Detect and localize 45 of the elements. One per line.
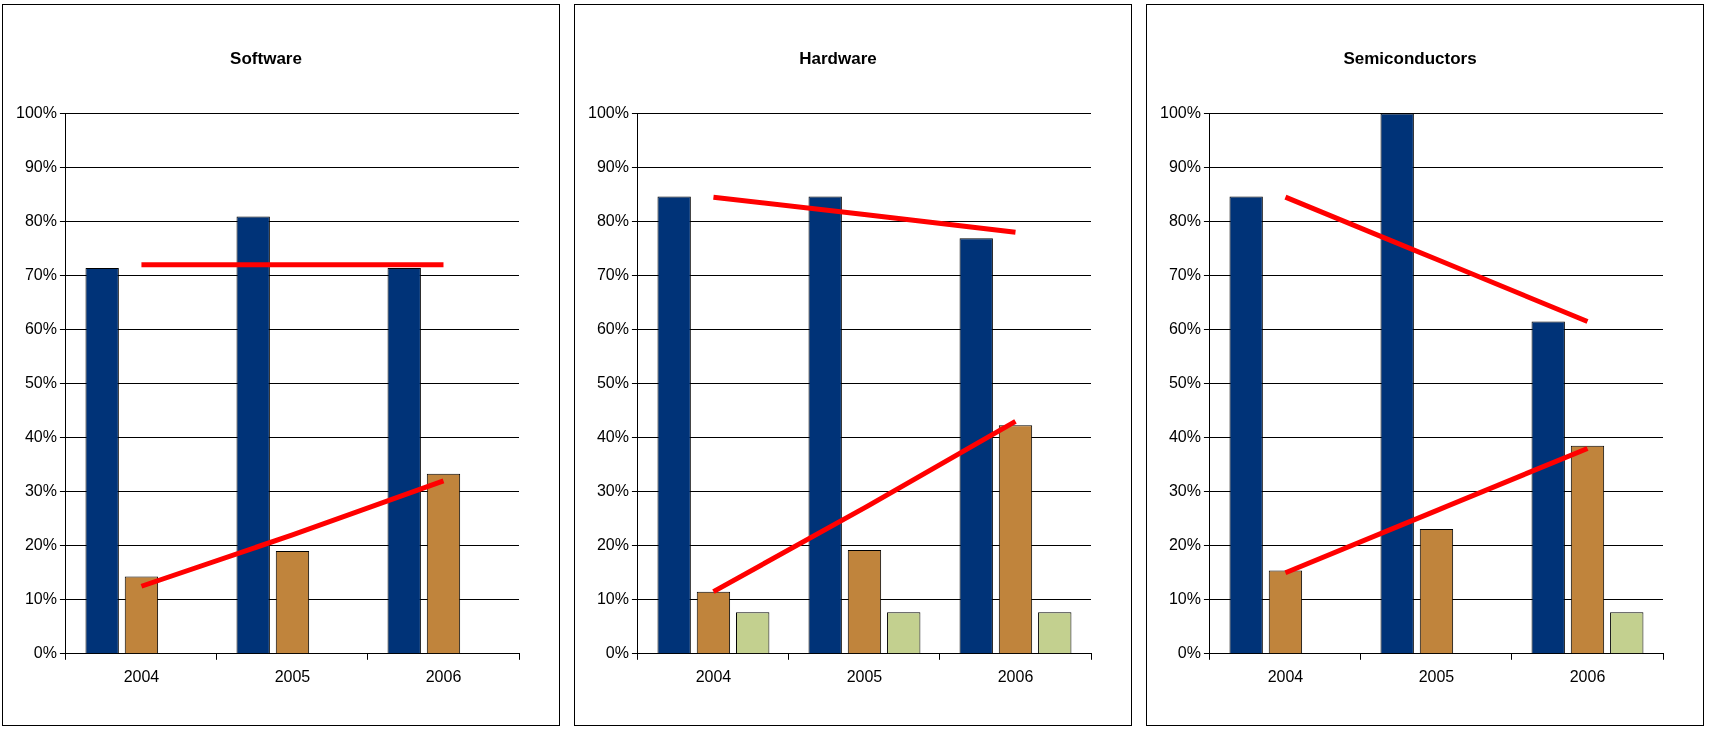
x-tick-label: 2004 bbox=[1267, 667, 1304, 685]
y-tick-label: 10% bbox=[1168, 590, 1201, 608]
y-tick-label: 50% bbox=[1168, 374, 1201, 392]
y-tick-label: 20% bbox=[1168, 536, 1201, 554]
y-tick-label: 70% bbox=[596, 265, 629, 283]
y-tick-label: 100% bbox=[1160, 103, 1201, 121]
y-tick-label: 50% bbox=[596, 374, 629, 392]
y-tick-label: 100% bbox=[16, 103, 57, 121]
y-tick-label: 70% bbox=[24, 265, 57, 283]
y-tick-label: 60% bbox=[596, 319, 629, 337]
x-tick-label: 2004 bbox=[123, 667, 160, 685]
y-tick-label: 90% bbox=[1168, 157, 1201, 175]
y-tick-label: 40% bbox=[596, 428, 629, 446]
y-tick-label: 90% bbox=[596, 157, 629, 175]
y-tick-label: 30% bbox=[24, 482, 57, 500]
y-tick-label: 80% bbox=[596, 211, 629, 229]
x-tick-label: 2004 bbox=[695, 667, 732, 685]
y-tick-label: 30% bbox=[596, 482, 629, 500]
y-tick-label: 20% bbox=[596, 536, 629, 554]
y-tick-label: 90% bbox=[24, 157, 57, 175]
y-tick-label: 70% bbox=[1168, 265, 1201, 283]
y-tick-label: 10% bbox=[24, 590, 57, 608]
y-tick-label: 80% bbox=[24, 211, 57, 229]
x-tick-label: 2005 bbox=[1418, 667, 1455, 685]
y-tick-label: 30% bbox=[1168, 482, 1201, 500]
y-tick-label: 40% bbox=[1168, 428, 1201, 446]
y-tick-label: 20% bbox=[24, 536, 57, 554]
y-tick-label: 80% bbox=[1168, 211, 1201, 229]
x-tick-label: 2006 bbox=[1569, 667, 1606, 685]
x-tick-label: 2005 bbox=[846, 667, 883, 685]
y-tick-label: 0% bbox=[1177, 644, 1201, 662]
x-tick-label: 2006 bbox=[425, 667, 462, 685]
y-tick-label: 40% bbox=[24, 428, 57, 446]
y-tick-label: 50% bbox=[24, 374, 57, 392]
chart-title: Hardware bbox=[799, 48, 877, 68]
chart-title: Software bbox=[230, 48, 302, 68]
chart-title: Semiconductors bbox=[1343, 48, 1477, 68]
y-tick-label: 60% bbox=[24, 319, 57, 337]
y-tick-label: 10% bbox=[596, 590, 629, 608]
y-tick-label: 0% bbox=[33, 644, 57, 662]
x-tick-label: 2006 bbox=[997, 667, 1034, 685]
y-tick-label: 60% bbox=[1168, 319, 1201, 337]
y-tick-label: 0% bbox=[605, 644, 629, 662]
x-tick-label: 2005 bbox=[274, 667, 311, 685]
y-tick-label: 100% bbox=[588, 103, 629, 121]
